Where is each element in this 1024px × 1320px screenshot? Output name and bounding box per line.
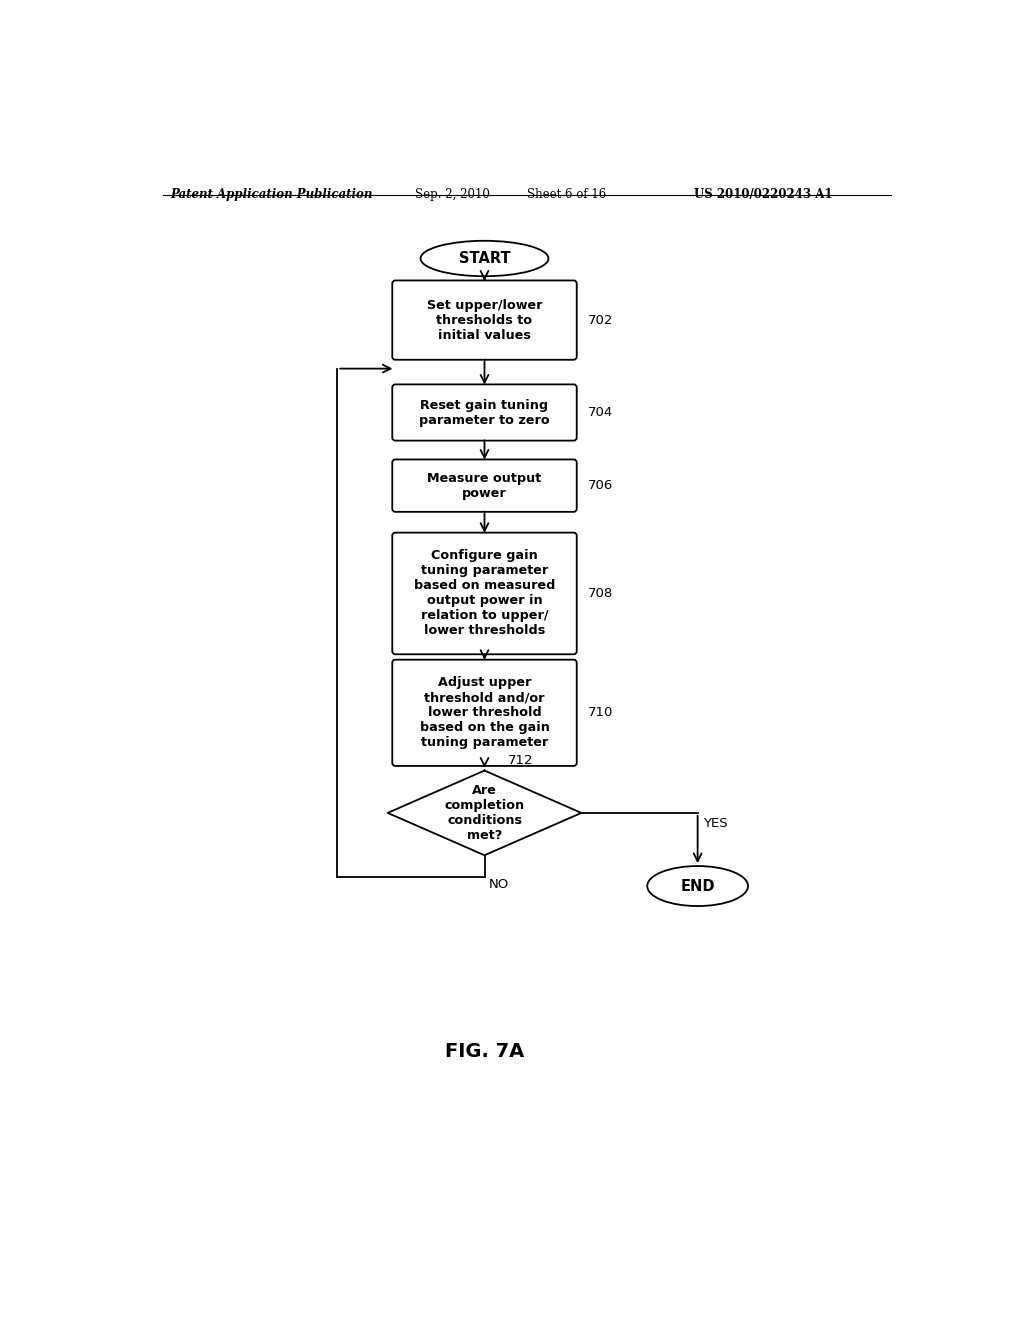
Text: Are
completion
conditions
met?: Are completion conditions met? [444,784,524,842]
Text: Measure output
power: Measure output power [427,471,542,500]
Text: 702: 702 [588,314,613,326]
Text: 706: 706 [588,479,612,492]
Text: YES: YES [703,817,728,830]
FancyBboxPatch shape [392,459,577,512]
Text: Sep. 2, 2010: Sep. 2, 2010 [415,187,489,201]
Text: Adjust upper
threshold and/or
lower threshold
based on the gain
tuning parameter: Adjust upper threshold and/or lower thre… [420,676,550,750]
Text: 712: 712 [508,754,534,767]
Text: END: END [680,879,715,894]
Text: Set upper/lower
thresholds to
initial values: Set upper/lower thresholds to initial va… [427,298,543,342]
Text: FIG. 7A: FIG. 7A [444,1041,524,1061]
FancyBboxPatch shape [392,280,577,360]
FancyBboxPatch shape [392,533,577,655]
Ellipse shape [647,866,748,906]
Text: NO: NO [488,878,509,891]
Text: Configure gain
tuning parameter
based on measured
output power in
relation to up: Configure gain tuning parameter based on… [414,549,555,638]
Text: 710: 710 [588,706,613,719]
FancyBboxPatch shape [392,384,577,441]
Ellipse shape [421,240,549,276]
Text: US 2010/0220243 A1: US 2010/0220243 A1 [693,187,833,201]
Text: 708: 708 [588,587,612,601]
Text: Reset gain tuning
parameter to zero: Reset gain tuning parameter to zero [419,399,550,426]
FancyBboxPatch shape [392,660,577,766]
Text: Patent Application Publication: Patent Application Publication [171,187,373,201]
Text: START: START [459,251,510,267]
Text: Sheet 6 of 16: Sheet 6 of 16 [527,187,606,201]
Text: 704: 704 [588,407,612,418]
